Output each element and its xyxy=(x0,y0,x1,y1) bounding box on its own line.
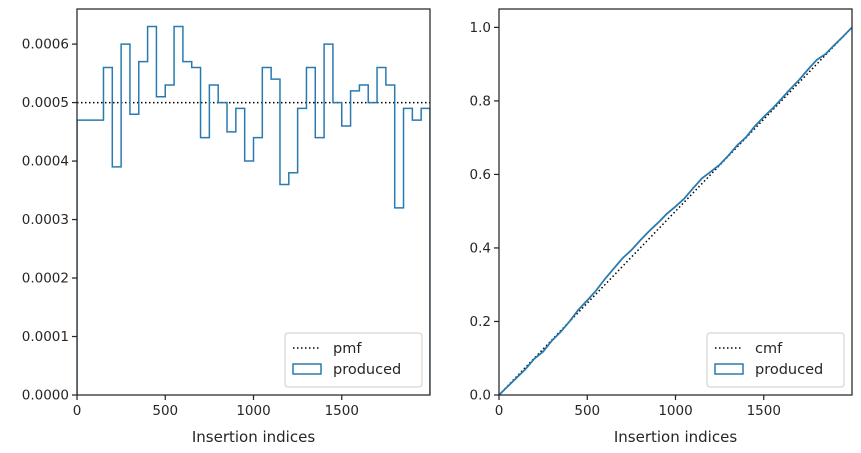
y-tick-label: 0.4 xyxy=(470,240,491,256)
legend-label: cmf xyxy=(755,341,783,357)
x-tick-label: 500 xyxy=(574,403,600,419)
produced-legend-swatch xyxy=(292,363,322,375)
y-tick-label: 0.2 xyxy=(470,314,491,330)
legend-label: produced xyxy=(333,362,401,378)
x-tick-label: 0 xyxy=(73,403,82,419)
legend: pmf produced xyxy=(284,332,423,388)
legend-label: pmf xyxy=(333,341,362,357)
pmf-histogram-panel: 0 500 1000 1500 0.0000 0.0001 0.0002 0.0003 0.00… xyxy=(22,8,431,446)
cmf-line-panel: 0 500 1000 1500 0.0 0.2 0.4 0.6 0.8 1.0 Insertion … xyxy=(470,8,853,446)
y-tick-label: 0.0004 xyxy=(22,154,69,170)
y-tick-label: 0.0006 xyxy=(22,37,69,53)
produced-series-line xyxy=(499,26,852,395)
x-tick-label: 1000 xyxy=(658,403,692,419)
y-tick-label: 0.0002 xyxy=(22,271,69,287)
y-tick-label: 0.0005 xyxy=(22,95,69,111)
x-tick-label: 1500 xyxy=(325,403,359,419)
x-axis-label: Insertion indices xyxy=(614,428,737,446)
produced-legend-swatch xyxy=(714,363,744,375)
y-tick-label: 0.0 xyxy=(470,388,491,404)
y-tick-label: 0.0001 xyxy=(22,329,69,345)
y-tick-label: 0.0000 xyxy=(22,388,69,404)
x-tick-label: 1500 xyxy=(747,403,781,419)
x-axis-label: Insertion indices xyxy=(192,428,315,446)
x-tick-label: 1000 xyxy=(236,403,270,419)
legend: cmf produced xyxy=(706,332,845,388)
plot-area xyxy=(77,25,430,395)
y-tick-label: 0.8 xyxy=(470,93,491,109)
x-tick-label: 0 xyxy=(495,403,504,419)
y-tick-label: 1.0 xyxy=(470,20,491,36)
legend-label: produced xyxy=(755,362,823,378)
y-tick-label: 0.0003 xyxy=(22,212,69,228)
x-tick-label: 500 xyxy=(152,403,178,419)
plot-area xyxy=(499,26,852,395)
produced-histogram-step-line xyxy=(77,25,430,395)
y-tick-label: 0.6 xyxy=(470,167,491,183)
